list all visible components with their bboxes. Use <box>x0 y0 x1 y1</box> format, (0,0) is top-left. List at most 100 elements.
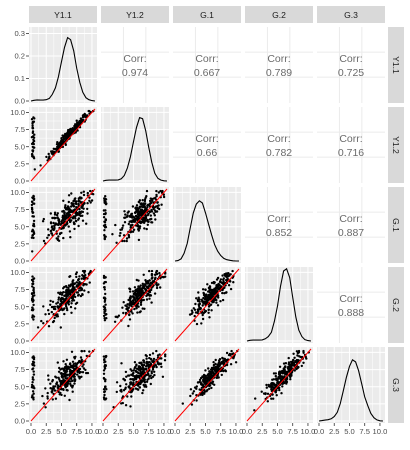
data-point <box>221 360 224 363</box>
data-point <box>145 357 148 360</box>
data-point <box>46 395 49 398</box>
scatter-points <box>174 348 240 422</box>
data-point <box>147 292 150 295</box>
y-tick-label: 2.5 <box>14 239 25 248</box>
data-point <box>278 376 281 380</box>
data-point <box>84 368 87 372</box>
data-point <box>68 230 72 233</box>
data-point <box>119 384 122 388</box>
data-point <box>122 389 126 392</box>
data-point <box>73 227 76 231</box>
data-point <box>31 124 34 127</box>
data-point <box>32 232 36 235</box>
strip-top-g-3: G.3 <box>317 6 385 23</box>
data-point <box>210 386 213 390</box>
data-point <box>104 195 107 198</box>
corr-label: Corr: <box>267 213 290 225</box>
data-point <box>70 202 74 205</box>
y-axis-ticks: 0.0 0.1 0.2 0.3 0.0 2.5 5.0 7.5 10.0 0.0 2.5 5.0 7.5… <box>10 29 29 426</box>
data-point <box>104 292 107 296</box>
panel-g-1-g-3: Corr: 0.887 <box>317 187 385 263</box>
data-point <box>87 291 90 294</box>
x-tick-label: 7.5 <box>71 427 82 436</box>
data-point <box>143 220 146 223</box>
scatter-points <box>246 348 312 422</box>
data-point <box>73 375 76 378</box>
scatter-points <box>174 268 240 342</box>
data-point <box>129 405 132 408</box>
corr-label: Corr: <box>339 133 362 145</box>
strip-top-label: G.1 <box>200 10 214 20</box>
data-point <box>59 299 63 303</box>
data-point <box>124 370 128 374</box>
data-point <box>31 285 34 288</box>
panel-g-1-g-2: Corr: 0.852 <box>245 187 313 263</box>
data-point <box>77 224 80 228</box>
data-point <box>53 316 56 320</box>
data-point <box>78 196 82 199</box>
data-point <box>88 281 91 284</box>
data-point <box>73 372 76 376</box>
data-point <box>102 286 106 289</box>
corr-label: Corr: <box>339 293 362 305</box>
data-point <box>232 355 236 358</box>
data-point <box>140 373 143 377</box>
data-point <box>31 145 34 149</box>
data-point <box>120 362 123 365</box>
data-point <box>195 322 199 326</box>
panel-grid <box>173 27 241 103</box>
data-point <box>220 281 224 285</box>
data-point <box>220 373 223 377</box>
data-point <box>206 380 209 383</box>
data-point <box>216 304 220 307</box>
data-point <box>71 370 74 373</box>
data-point <box>196 299 200 303</box>
data-point <box>144 354 147 357</box>
data-point <box>141 205 145 209</box>
identity-line <box>174 268 240 342</box>
data-point <box>132 300 135 303</box>
data-point <box>86 207 89 211</box>
data-point <box>152 207 155 211</box>
data-point <box>85 222 88 225</box>
data-point <box>79 294 83 298</box>
data-point <box>146 378 149 381</box>
data-point <box>145 364 149 367</box>
data-point <box>62 226 65 229</box>
data-point <box>226 272 229 275</box>
data-point <box>136 287 140 290</box>
data-point <box>57 376 60 379</box>
y-tick-label: 2.5 <box>14 159 25 168</box>
data-point <box>288 374 291 377</box>
data-point <box>31 314 34 317</box>
data-point <box>59 291 62 294</box>
data-point <box>137 238 141 242</box>
data-point <box>32 136 36 139</box>
panel-grid <box>317 187 385 263</box>
data-point <box>139 301 143 304</box>
data-point <box>215 369 218 373</box>
corr-value: 0.782 <box>266 147 292 159</box>
data-point <box>32 282 35 286</box>
data-point <box>272 382 275 385</box>
data-point <box>124 404 128 407</box>
data-point <box>202 301 205 304</box>
y-tick-label: 5.0 <box>14 382 25 391</box>
data-point <box>132 369 135 372</box>
y-tick-label: 10.0 <box>10 108 25 117</box>
data-point <box>47 228 50 231</box>
corr-value: 0.789 <box>266 67 292 79</box>
corr-label: Corr: <box>267 53 290 65</box>
data-point <box>203 376 206 380</box>
data-point <box>102 276 106 279</box>
data-point <box>59 383 62 386</box>
data-point <box>217 296 220 299</box>
data-point <box>31 306 34 310</box>
panel-grid <box>29 347 97 423</box>
x-tick-label: 5.0 <box>128 427 139 436</box>
data-point <box>196 311 199 315</box>
data-point <box>254 397 257 400</box>
data-point <box>114 223 117 227</box>
data-point <box>32 392 35 395</box>
data-point <box>60 375 64 378</box>
